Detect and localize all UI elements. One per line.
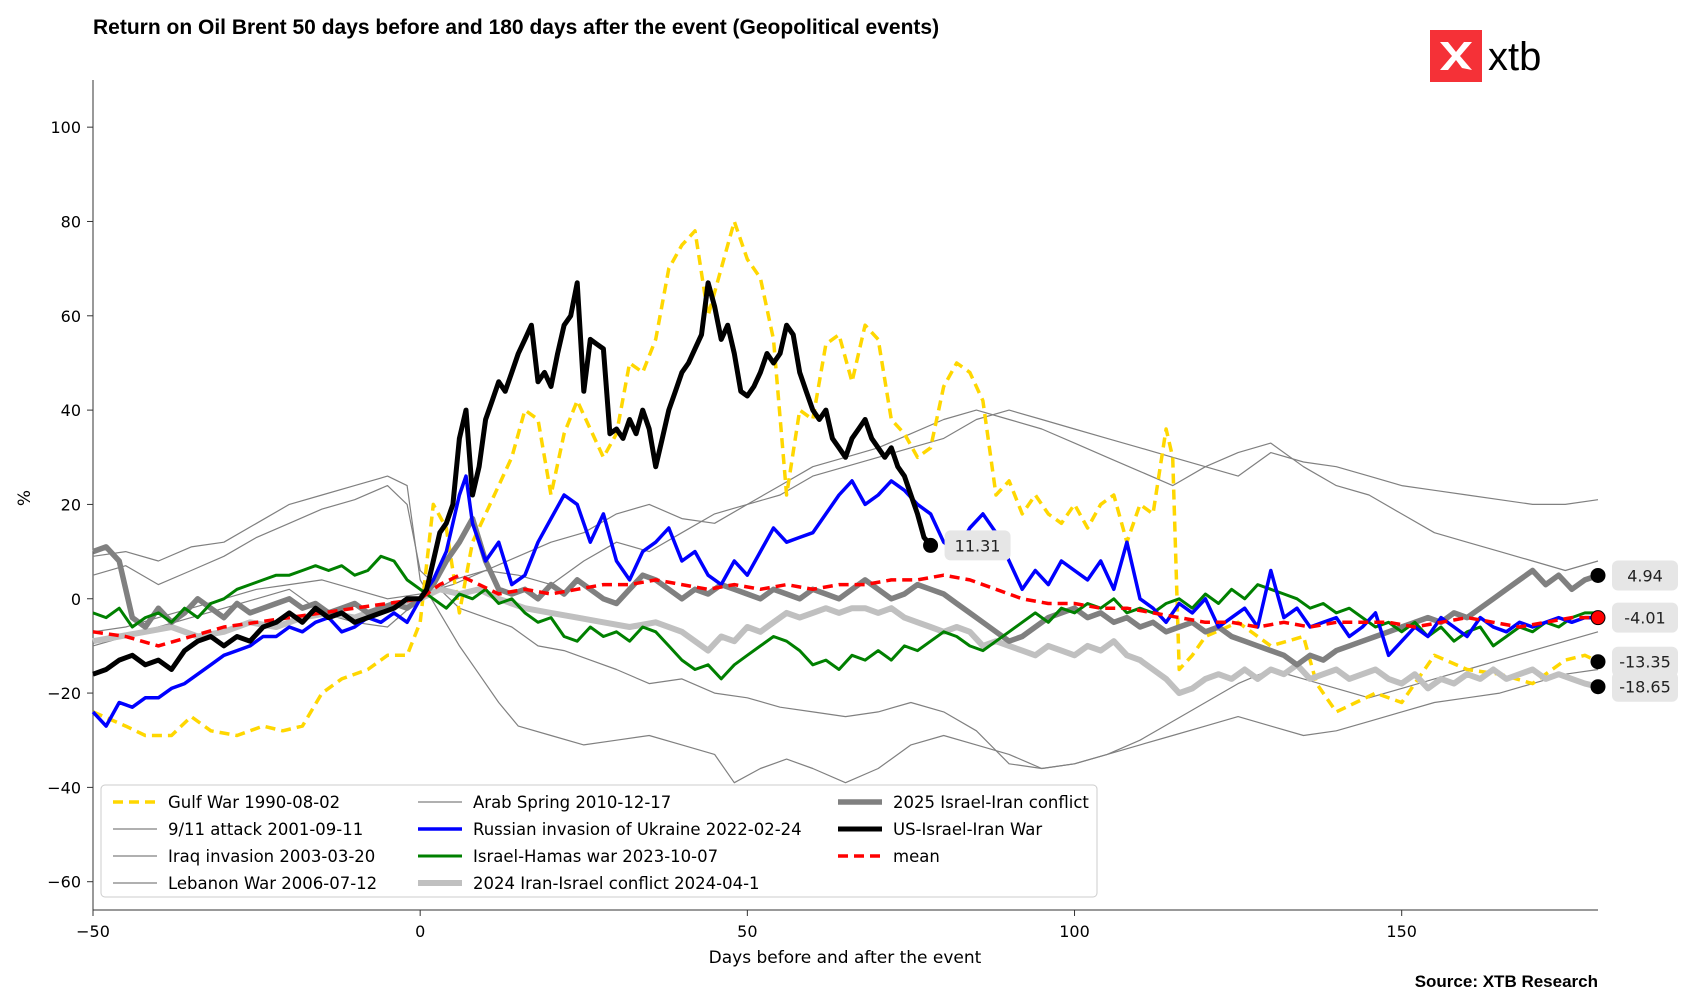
x-axis-label: Days before and after the event	[709, 948, 982, 968]
end-label-box	[1612, 560, 1678, 591]
end-label-box	[1612, 646, 1678, 677]
series-line-9-11-attack-2001-09-11	[92, 475, 1599, 784]
x-tick-label: 150	[1386, 922, 1417, 941]
series-group	[91, 219, 1599, 784]
axes	[92, 80, 1598, 911]
legend-frame	[100, 784, 1098, 898]
legend-label: US-Israel-Iran War	[893, 820, 1042, 839]
x-tick-label: 100	[1059, 922, 1090, 941]
end-marker	[1590, 567, 1606, 583]
legend-label: Arab Spring 2010-12-17	[473, 793, 671, 812]
y-tick-label: −20	[47, 684, 81, 703]
x-tick-label: 50	[737, 922, 757, 941]
legend-label: 9/11 attack 2001-09-11	[168, 820, 363, 839]
end-marker	[1590, 679, 1606, 695]
end-label: -13.35	[1619, 653, 1671, 672]
y-tick-label: 80	[61, 212, 81, 231]
series-line-2025-israel-iran-conflict	[92, 515, 1599, 668]
series-line-2024-iran-israel-conflict-2024-04-1	[92, 586, 1599, 697]
end-label: 11.31	[955, 536, 1001, 555]
xtb-logo-text: xtb	[1488, 35, 1541, 79]
end-label-box	[1612, 671, 1678, 702]
end-label-box	[1612, 602, 1678, 633]
legend-label: 2024 Iran-Israel conflict 2024-04-1	[473, 874, 760, 893]
y-tick-label: 100	[50, 118, 81, 137]
chart-title: Return on Oil Brent 50 days before and 1…	[93, 16, 939, 39]
legend: Gulf War 1990-08-02 9/11 attack 2001-09-1…	[100, 784, 1098, 898]
legend-label: Gulf War 1990-08-02	[168, 793, 340, 812]
legend-label: Iraq invasion 2003-03-20	[168, 847, 375, 866]
y-tick-label: 0	[71, 590, 81, 609]
series-line-arab-spring-2010-12-17	[92, 409, 1599, 633]
end-marker	[1590, 610, 1606, 626]
end-label-box	[944, 530, 1011, 561]
y-tick-label: −40	[47, 778, 81, 797]
series-line-us-israel-iran-war	[92, 280, 933, 677]
end-label: 4.94	[1627, 566, 1663, 585]
series-line-mean	[92, 573, 1598, 648]
x-ticks: −50 0 50 100 150	[76, 910, 1417, 941]
x-tick-label: 0	[415, 922, 425, 941]
y-ticks: −60 −40 −20 0 20 40 60 80 100	[47, 118, 93, 892]
legend-label: Russian invasion of Ukraine 2022-02-24	[473, 820, 802, 839]
end-label: -18.65	[1619, 678, 1671, 697]
end-marker	[1590, 654, 1606, 670]
source-note: Source: XTB Research	[1415, 972, 1598, 991]
legend-label: 2025 Israel-Iran conflict	[893, 793, 1089, 812]
y-tick-label: 60	[61, 307, 81, 326]
legend-label: Israel-Hamas war 2023-10-07	[473, 847, 718, 866]
y-axis-label: %	[15, 490, 35, 506]
series-line-israel-hamas-war-2023-10-07	[92, 554, 1598, 681]
end-label: -4.01	[1624, 609, 1665, 628]
legend-label: Lebanon War 2006-07-12	[168, 874, 377, 893]
series-line-gulf-war-1990-08-02	[92, 219, 1599, 738]
series-line-iraq-invasion-2003-03-20	[92, 485, 1599, 770]
end-marker	[923, 537, 939, 553]
x-tick-label: −50	[76, 922, 110, 941]
xtb-logo-x-icon	[1440, 42, 1472, 70]
y-tick-label: 40	[61, 401, 81, 420]
series-line-russian-invasion-of-ukraine-2022-02-24	[91, 474, 1599, 728]
legend-label: mean	[893, 847, 940, 866]
xtb-logo: xtb	[1430, 30, 1541, 82]
y-tick-label: −60	[47, 873, 81, 892]
end-labels: -13.35 -4.01 -18.65 4.94 11.31	[923, 530, 1678, 702]
y-tick-label: 20	[61, 495, 81, 514]
